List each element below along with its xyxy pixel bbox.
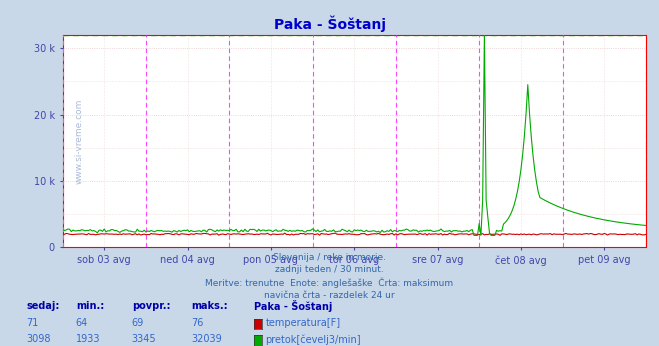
Text: 64: 64 [76, 318, 88, 328]
Text: 69: 69 [132, 318, 144, 328]
Text: Slovenija / reke in morje.
zadnji teden / 30 minut.
Meritve: trenutne  Enote: an: Slovenija / reke in morje. zadnji teden … [206, 253, 453, 300]
Text: povpr.:: povpr.: [132, 301, 170, 311]
Text: Paka - Šoštanj: Paka - Šoštanj [273, 16, 386, 32]
Text: Paka - Šoštanj: Paka - Šoštanj [254, 300, 332, 312]
Text: sedaj:: sedaj: [26, 301, 60, 311]
Text: 3098: 3098 [26, 335, 51, 344]
Text: 76: 76 [191, 318, 204, 328]
Text: 1933: 1933 [76, 335, 100, 344]
Text: temperatura[F]: temperatura[F] [266, 318, 341, 328]
Text: 3345: 3345 [132, 335, 156, 344]
Text: min.:: min.: [76, 301, 104, 311]
Text: www.si-vreme.com: www.si-vreme.com [74, 98, 83, 184]
Text: 71: 71 [26, 318, 39, 328]
Text: maks.:: maks.: [191, 301, 228, 311]
Text: pretok[čevelj3/min]: pretok[čevelj3/min] [266, 334, 361, 345]
Text: 32039: 32039 [191, 335, 222, 344]
